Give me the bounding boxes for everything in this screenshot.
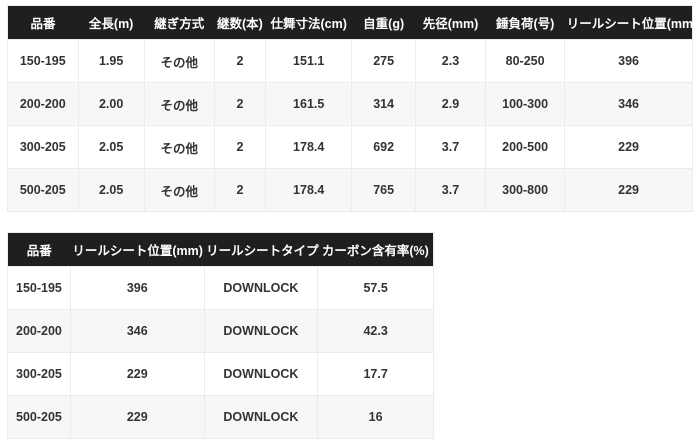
table-cell: 42.3 (317, 309, 434, 353)
table-cell: 346 (564, 82, 693, 126)
table-cell: 500-205 (7, 168, 79, 212)
column-header: 錘負荷(号) (485, 5, 565, 40)
table-cell: 229 (564, 168, 693, 212)
column-header: リールシート位置(mm) (70, 232, 205, 267)
table-cell: 178.4 (265, 125, 353, 169)
table-cell: DOWNLOCK (203, 352, 319, 396)
table-cell: 500-205 (7, 395, 71, 439)
table-cell: 150-195 (7, 266, 71, 310)
column-header: リールシートタイプ (204, 232, 319, 267)
table-cell: 2 (213, 168, 267, 212)
table-cell: 396 (69, 266, 205, 310)
table-cell: 200-200 (7, 309, 71, 353)
column-header: 全長(m) (78, 5, 145, 40)
table-cell: DOWNLOCK (203, 395, 319, 439)
table-cell: 346 (69, 309, 205, 353)
table-row: 500-205 229 DOWNLOCK 16 (7, 395, 434, 439)
rod-spec-table: 品番 全長(m) 継ぎ方式 継数(本) 仕舞寸法(cm) 自重(g) 先径(mm) 錘負荷(号… (7, 5, 697, 212)
table-cell: 2.00 (77, 82, 145, 126)
table-cell: 1.95 (77, 39, 145, 83)
table-cell: 2 (213, 39, 267, 83)
table-cell: 150-195 (7, 39, 79, 83)
table-cell: 3.7 (414, 168, 487, 212)
table-row: 300-205 229 DOWNLOCK 17.7 (7, 352, 434, 396)
column-header: 品番 (7, 232, 71, 267)
table-row: 300-205 2.05 その他 2 178.4 692 3.7 200-500 229 (7, 125, 693, 169)
table-cell: その他 (143, 82, 215, 126)
table-cell: 300-205 (7, 352, 71, 396)
reel-seat-spec-table: 品番 リールシート位置(mm) リールシートタイプ カーボン含有率(%) 150-195… (7, 232, 434, 439)
table-cell: 2 (213, 125, 267, 169)
table-cell: 229 (69, 395, 205, 439)
table-cell: 57.5 (317, 266, 434, 310)
table-row: 200-200 346 DOWNLOCK 42.3 (7, 309, 434, 353)
table-cell: 2.9 (414, 82, 487, 126)
table-cell: 200-500 (485, 125, 566, 169)
table-cell: 178.4 (265, 168, 353, 212)
table-cell: その他 (143, 39, 215, 83)
table-cell: 765 (351, 168, 416, 212)
table-cell: 300-205 (7, 125, 79, 169)
table-cell: 2.3 (414, 39, 487, 83)
table-cell: その他 (143, 168, 215, 212)
table-cell: 300-800 (485, 168, 566, 212)
column-header: リールシート位置(mm) (564, 5, 697, 40)
table-row: 150-195 1.95 その他 2 151.1 275 2.3 80-250 396 (7, 39, 693, 83)
column-header: 自重(g) (351, 5, 416, 40)
table-cell: 3.7 (414, 125, 487, 169)
column-header: 仕舞寸法(cm) (265, 5, 352, 40)
table-cell: 314 (351, 82, 416, 126)
table-cell: 229 (69, 352, 205, 396)
table-cell: 2.05 (77, 125, 145, 169)
table-cell: その他 (143, 125, 215, 169)
header-row: 品番 全長(m) 継ぎ方式 継数(本) 仕舞寸法(cm) 自重(g) 先径(mm) 錘負荷(号… (7, 5, 697, 40)
table-cell: 151.1 (265, 39, 353, 83)
table-cell: 229 (564, 125, 693, 169)
table-row: 150-195 396 DOWNLOCK 57.5 (7, 266, 434, 310)
table-cell: 100-300 (485, 82, 566, 126)
column-header: 品番 (7, 5, 79, 40)
column-header: 継数(本) (214, 5, 266, 40)
table-row: 500-205 2.05 その他 2 178.4 765 3.7 300-800 229 (7, 168, 693, 212)
table-cell: 692 (351, 125, 416, 169)
table-cell: 2 (213, 82, 267, 126)
table-cell: 80-250 (485, 39, 566, 83)
table-cell: 396 (564, 39, 693, 83)
table-cell: 200-200 (7, 82, 79, 126)
table-cell: 2.05 (77, 168, 145, 212)
column-header: 継ぎ方式 (144, 5, 215, 40)
table-cell: DOWNLOCK (203, 309, 319, 353)
column-header: カーボン含有率(%) (317, 232, 434, 267)
table-cell: 16 (317, 395, 434, 439)
table-cell: 17.7 (317, 352, 434, 396)
table-cell: DOWNLOCK (203, 266, 319, 310)
table-cell: 161.5 (265, 82, 353, 126)
table-row: 200-200 2.00 その他 2 161.5 314 2.9 100-300 346 (7, 82, 693, 126)
column-header: 先径(mm) (415, 5, 486, 40)
header-row: 品番 リールシート位置(mm) リールシートタイプ カーボン含有率(%) (7, 232, 434, 267)
table-cell: 275 (351, 39, 416, 83)
